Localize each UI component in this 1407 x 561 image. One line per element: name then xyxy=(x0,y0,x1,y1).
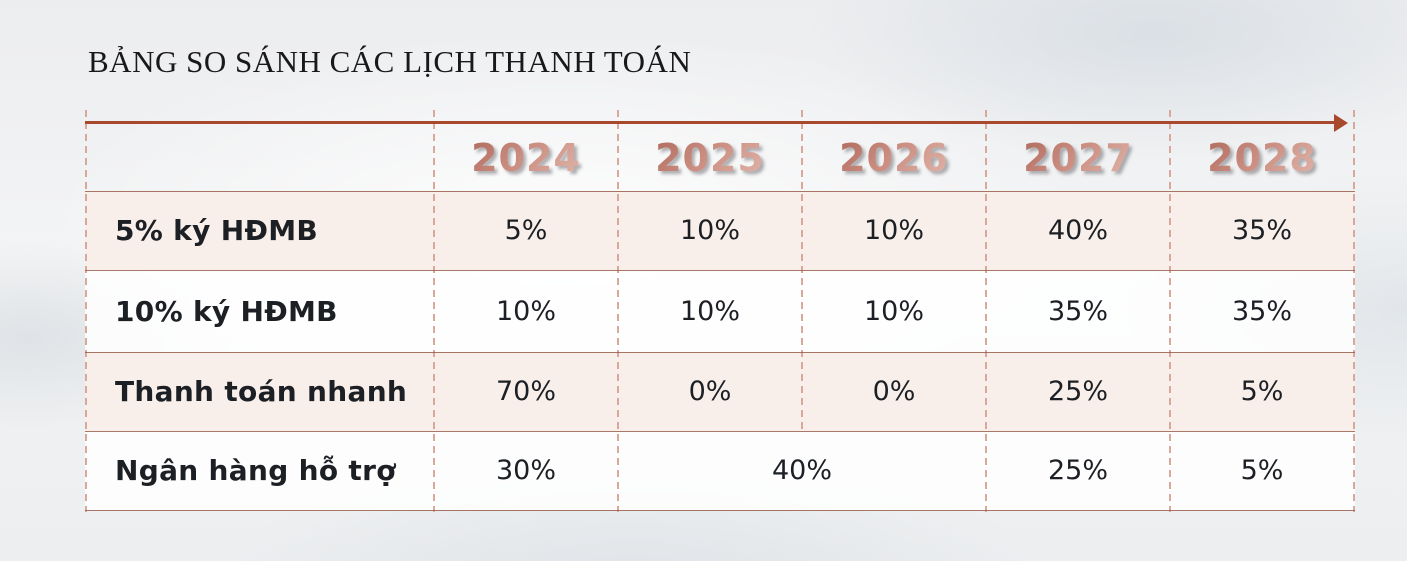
year-header-2024: 2024 xyxy=(434,136,618,180)
table-row: 5% ký HĐMB 5% 10% 10% 40% 35% xyxy=(85,191,1355,270)
table-row: Thanh toán nhanh 70% 0% 0% 25% 5% xyxy=(85,352,1355,431)
cell-value: 10% xyxy=(679,215,740,246)
column-dashed-line xyxy=(617,110,619,512)
table-row: Ngân hàng hỗ trợ 30% 40% 25% 5% xyxy=(85,431,1355,510)
payment-comparison-table: 2024 2025 2026 2027 2028 5% ký HĐMB 5% 1… xyxy=(85,110,1355,512)
cell-value-merged: 40% xyxy=(771,455,832,486)
page-title: BẢNG SO SÁNH CÁC LỊCH THANH TOÁN xyxy=(88,44,692,79)
row-label: Ngân hàng hỗ trợ xyxy=(115,454,396,487)
year-header-2025: 2025 xyxy=(618,136,802,180)
year-header-2027: 2027 xyxy=(986,136,1170,180)
cell-value: 5% xyxy=(1240,455,1284,486)
cell-value: 30% xyxy=(495,455,556,486)
cell-value: 5% xyxy=(1240,376,1284,407)
timeline-arrow-line xyxy=(85,121,1340,124)
row-separator xyxy=(85,431,1355,432)
cell-value: 35% xyxy=(1231,215,1292,246)
cell-value: 35% xyxy=(1231,295,1292,327)
cell-value: 10% xyxy=(679,295,740,327)
column-dashed-line xyxy=(1353,110,1355,512)
row-label: 10% ký HĐMB xyxy=(115,294,338,328)
cell-value: 35% xyxy=(1047,295,1108,327)
row-separator xyxy=(85,191,1355,192)
column-dashed-line xyxy=(433,110,435,512)
row-label: Thanh toán nhanh xyxy=(115,375,408,408)
cell-value: 25% xyxy=(1047,455,1108,486)
cell-value: 5% xyxy=(504,215,548,246)
cell-value: 10% xyxy=(495,295,556,327)
cell-value: 70% xyxy=(495,376,556,407)
year-header-2026: 2026 xyxy=(802,136,986,180)
cell-value: 40% xyxy=(1047,215,1108,246)
table-bottom-border xyxy=(85,510,1355,511)
row-separator xyxy=(85,352,1355,353)
table-row: 10% ký HĐMB 10% 10% 10% 35% 35% xyxy=(85,270,1355,352)
cell-value: 10% xyxy=(863,215,924,246)
column-dashed-line xyxy=(85,110,87,512)
column-dashed-line xyxy=(1169,110,1171,512)
row-separator xyxy=(85,270,1355,271)
row-label: 5% ký HĐMB xyxy=(115,214,319,247)
column-dashed-line xyxy=(985,110,987,512)
table-header-row: 2024 2025 2026 2027 2028 xyxy=(85,125,1355,191)
year-header-2028: 2028 xyxy=(1170,136,1354,180)
cell-value: 0% xyxy=(688,376,732,407)
cell-value: 10% xyxy=(863,295,924,327)
timeline-arrow-head-icon xyxy=(1334,113,1348,132)
cell-value: 25% xyxy=(1047,376,1108,407)
cell-value: 0% xyxy=(872,376,916,407)
